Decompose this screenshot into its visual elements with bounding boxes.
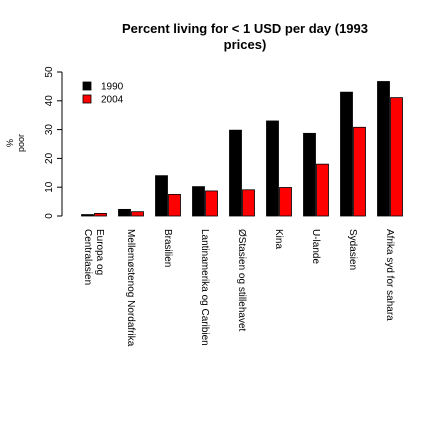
y-tick-label: 40 [44,95,55,107]
bar-2004-6 [316,163,329,217]
bar-1990-2 [155,175,168,217]
y-tick-label: 10 [44,181,55,193]
bar-2004-1 [131,211,144,217]
chart-title-line2: prices) [224,37,267,52]
legend-label-2004: 2004 [101,95,124,106]
bar-2004-3 [205,190,218,217]
category-label-2: Brasilien [162,229,173,267]
bar-1990-4 [229,129,242,217]
y-tick-label: 0 [44,213,55,219]
y-tick-label: 30 [44,124,55,136]
bar-1990-8 [377,81,390,217]
bar-1990-5 [266,120,279,217]
bars [81,81,403,217]
bar-2004-7 [353,126,366,217]
bar-2004-8 [390,97,403,217]
bar-1990-7 [340,91,353,217]
category-label-1: Mellemøstenog Nordafrika [125,229,136,347]
bar-2004-0 [94,213,107,217]
legend-swatch-1990 [82,81,92,91]
y-axis-label-line2: poor [16,134,26,152]
bar-1990-3 [192,186,205,217]
category-label-0: Europa og [94,229,105,275]
chart-title-line1: Percent living for < 1 USD per day (1993 [122,21,368,36]
category-label-4: ØStasien og stillehavet [236,229,247,332]
y-tick-label: 50 [44,66,55,78]
bar-2004-5 [279,187,292,217]
bar-1990-0 [81,214,94,217]
category-label-3: Lantinamerika og Caribien [199,229,210,346]
legend-label-1990: 1990 [101,82,124,93]
legend: 1990 2004 [82,81,124,106]
category-label-6: U-lande [310,229,321,264]
category-label-0: Centralasien [82,229,93,285]
category-label-5: Kina [273,229,284,249]
y-axis: 0 10 20 30 40 50 [44,66,63,219]
bar-1990-1 [118,208,131,217]
bar-1990-6 [303,132,316,217]
y-axis-label-line1: % [5,139,15,147]
bar-2004-2 [168,193,181,217]
category-label-7: Sydasien [347,229,358,270]
legend-swatch-2004 [82,94,92,104]
bar-2004-4 [242,189,255,217]
category-label-8: Afrika syd for sahara [384,229,395,321]
y-tick-label: 20 [44,152,55,164]
